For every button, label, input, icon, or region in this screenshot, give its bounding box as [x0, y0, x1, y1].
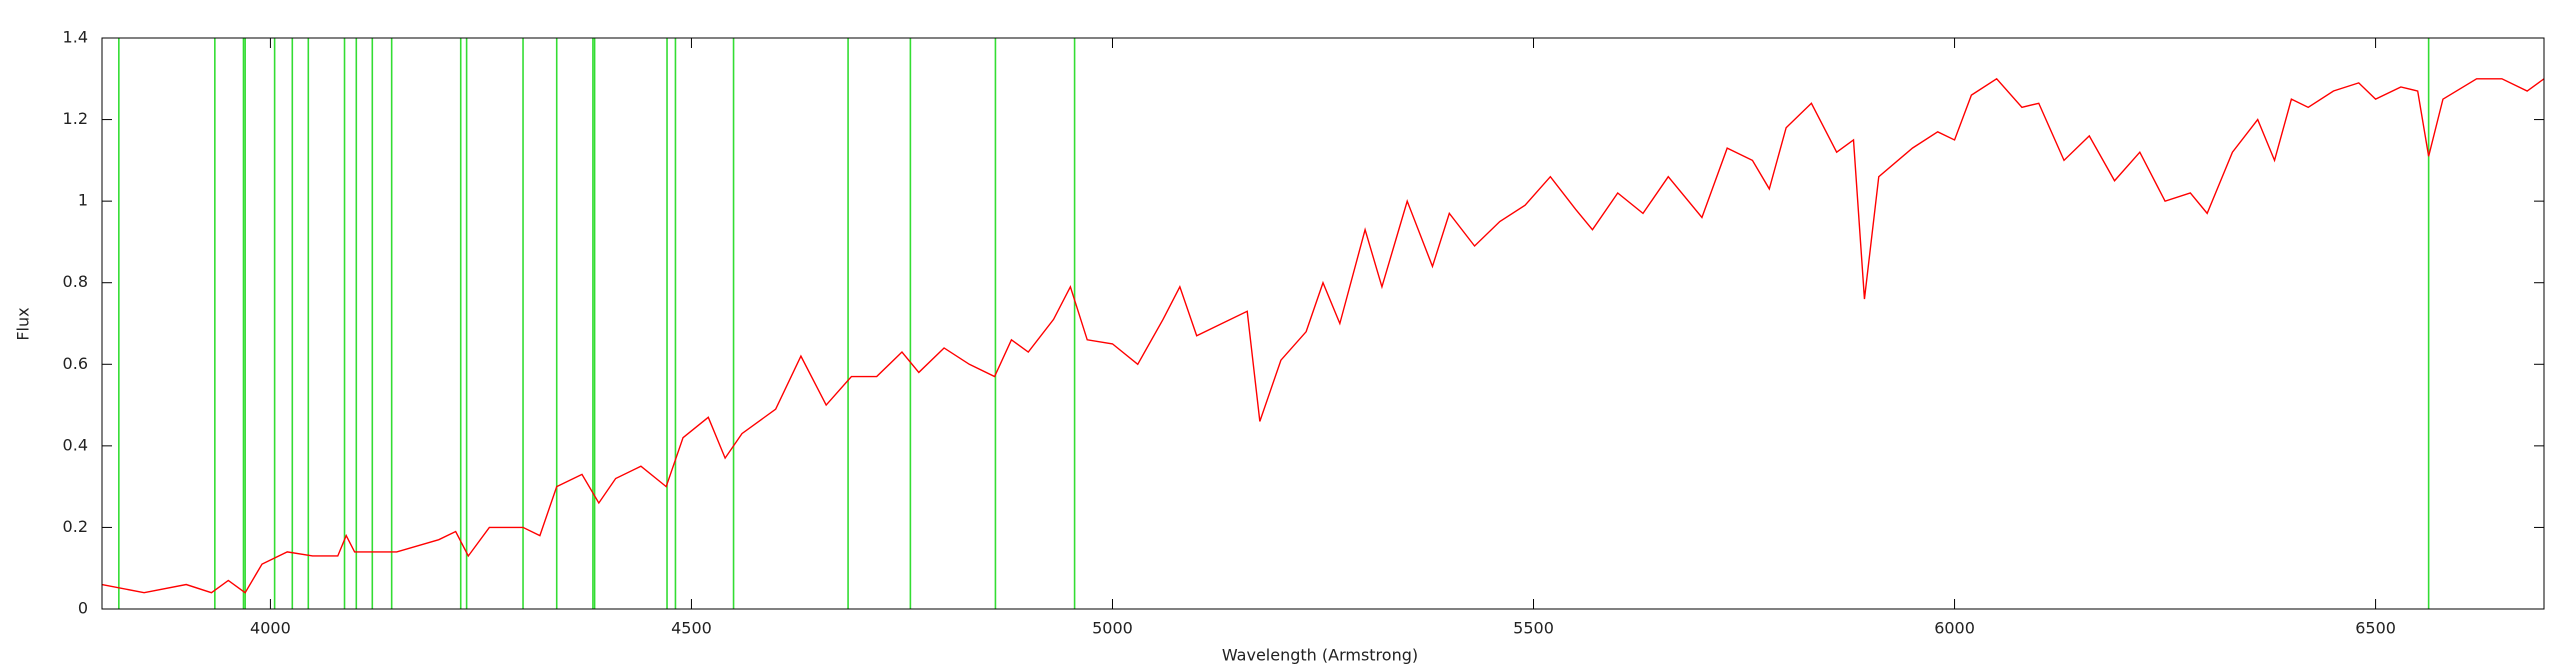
x-tick-label: 6000 [1934, 619, 1975, 638]
plot-frame [101, 37, 2545, 610]
y-tick-label: 1.4 [63, 28, 88, 47]
y-tick-label: 1 [78, 191, 88, 210]
y-axis-label: Flux [14, 307, 33, 340]
x-tick-label: 6500 [2355, 619, 2396, 638]
x-tick-label: 5000 [1092, 619, 1133, 638]
y-tick-label: 1.2 [63, 109, 88, 128]
x-tick-label: 4500 [671, 619, 712, 638]
y-tick-label: 0 [78, 599, 88, 618]
y-tick-label: 0.6 [63, 354, 88, 373]
y-tick-label: 0.2 [63, 517, 88, 536]
spectrum-line [101, 77, 2545, 594]
x-axis-label: Wavelength (Armstrong) [1222, 646, 1418, 665]
x-tick-label: 4000 [250, 619, 291, 638]
x-tick-label: 5500 [1513, 619, 1554, 638]
y-tick-label: 0.4 [63, 435, 88, 454]
y-tick-label: 0.8 [63, 272, 88, 291]
